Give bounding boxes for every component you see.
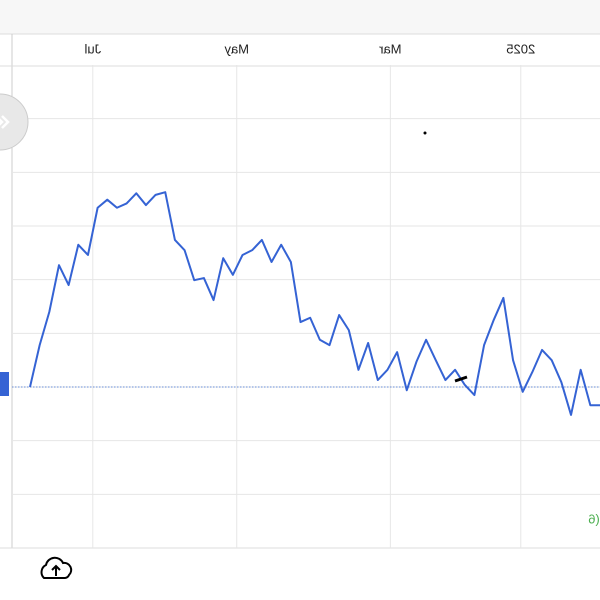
cursor-mark — [454, 375, 468, 383]
top-bar — [0, 0, 600, 34]
x-tick-label: 2025 — [506, 41, 535, 56]
nav-arrows — [0, 115, 10, 129]
x-tick-label: Mar — [378, 41, 401, 56]
nav-button[interactable] — [0, 93, 29, 151]
x-tick-label: May — [224, 41, 249, 56]
price-line — [29, 191, 600, 416]
upload-button[interactable] — [40, 556, 73, 579]
dot — [423, 131, 427, 135]
x-tick-label: Jul — [84, 41, 101, 56]
price-marker — [0, 372, 9, 396]
upload-arrow — [51, 564, 61, 576]
change-text: (6 — [588, 511, 600, 526]
plot: Jul May Mar 2025 — [12, 41, 600, 548]
